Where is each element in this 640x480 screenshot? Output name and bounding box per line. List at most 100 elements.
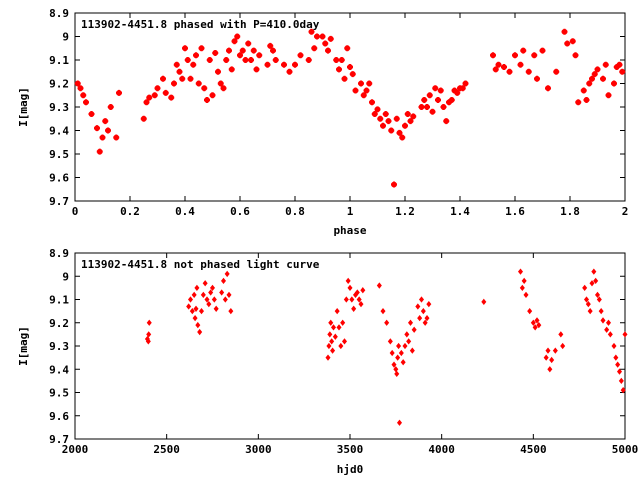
data-point bbox=[388, 127, 395, 134]
axis-ticks: 0 0.2 0.4 0.6 0.8 1 1.2 1.4 1.6 1.8 2 8.9 9 9.1 9.2 9.3… bbox=[49, 7, 628, 218]
data-point bbox=[501, 64, 507, 71]
data-point bbox=[140, 115, 147, 122]
data-point bbox=[426, 92, 433, 99]
data-point bbox=[297, 52, 304, 59]
data-point bbox=[182, 45, 188, 52]
data-point bbox=[611, 342, 617, 350]
chart-title: 113902-4451.8 phased with P=410.0day bbox=[81, 18, 320, 31]
data-point bbox=[622, 331, 628, 338]
x-tick-label: 4000 bbox=[428, 443, 455, 456]
data-point bbox=[83, 99, 89, 106]
x-tick-label: 2 bbox=[622, 205, 629, 218]
data-point bbox=[398, 349, 404, 357]
data-point bbox=[193, 52, 199, 59]
data-point bbox=[600, 317, 606, 324]
data-point bbox=[531, 52, 538, 59]
data-point bbox=[432, 85, 439, 92]
data-point bbox=[616, 368, 623, 375]
chart-title: 113902-4451.8 not phased light curve bbox=[81, 258, 320, 271]
data-point bbox=[454, 89, 461, 96]
data-point bbox=[424, 104, 430, 110]
data-point bbox=[270, 47, 276, 54]
data-point bbox=[420, 307, 426, 315]
plot-frame bbox=[74, 12, 626, 202]
data-point bbox=[105, 127, 111, 134]
data-point bbox=[96, 148, 103, 155]
data-point bbox=[322, 40, 329, 47]
data-point bbox=[347, 284, 353, 292]
data-point bbox=[224, 270, 230, 278]
data-point bbox=[545, 85, 551, 92]
data-point bbox=[344, 45, 351, 52]
data-point bbox=[213, 305, 219, 312]
data-point bbox=[176, 68, 183, 75]
data-point bbox=[589, 75, 595, 82]
data-point bbox=[393, 366, 399, 373]
data-point bbox=[319, 33, 326, 40]
data-point bbox=[527, 307, 533, 315]
y-tick-label: 9.1 bbox=[49, 54, 69, 67]
data-point bbox=[349, 296, 355, 303]
data-point bbox=[256, 52, 263, 59]
data-point bbox=[517, 268, 524, 275]
data-point bbox=[605, 319, 612, 326]
x-tick-label: 3000 bbox=[245, 443, 272, 456]
data-point bbox=[349, 71, 356, 78]
x-tick-label: 0 bbox=[72, 205, 79, 218]
data-point bbox=[325, 47, 331, 54]
x-tick-label: 0.8 bbox=[285, 205, 305, 218]
data-point bbox=[459, 85, 466, 92]
data-point bbox=[618, 377, 624, 385]
data-point bbox=[523, 291, 529, 298]
data-point bbox=[558, 331, 564, 338]
data-point bbox=[94, 125, 100, 132]
data-point bbox=[418, 296, 425, 303]
data-point bbox=[564, 40, 571, 47]
data-point bbox=[437, 87, 444, 94]
data-point bbox=[347, 64, 353, 71]
y-tick-label: 9.2 bbox=[49, 317, 69, 330]
data-point bbox=[360, 287, 366, 294]
data-point bbox=[272, 57, 279, 63]
data-point bbox=[195, 80, 202, 87]
data-point bbox=[451, 87, 458, 94]
data-point bbox=[358, 80, 364, 87]
data-point bbox=[369, 99, 375, 106]
data-point bbox=[341, 75, 348, 82]
data-point bbox=[336, 66, 342, 73]
data-point bbox=[391, 361, 397, 368]
data-point bbox=[194, 284, 200, 292]
x-tick-label: 1 bbox=[347, 205, 354, 218]
data-point bbox=[552, 347, 558, 354]
data-point bbox=[424, 314, 430, 322]
data-point bbox=[586, 80, 593, 87]
data-point bbox=[197, 328, 203, 336]
data-point bbox=[220, 85, 227, 92]
data-point bbox=[228, 66, 235, 73]
data-points bbox=[144, 268, 628, 426]
y-axis-label: I[mag] bbox=[17, 326, 30, 366]
data-point bbox=[545, 347, 551, 354]
data-point bbox=[382, 111, 389, 118]
data-point bbox=[506, 68, 513, 75]
data-point bbox=[245, 40, 252, 47]
x-tick-label: 1.4 bbox=[450, 205, 470, 218]
data-point bbox=[389, 349, 395, 357]
data-point bbox=[107, 104, 114, 110]
data-point bbox=[422, 319, 428, 326]
data-point bbox=[209, 284, 216, 292]
data-point bbox=[615, 361, 621, 368]
x-tick-label: 3500 bbox=[337, 443, 364, 456]
data-point bbox=[192, 314, 198, 322]
data-point bbox=[399, 134, 406, 141]
data-point bbox=[74, 80, 81, 87]
phased-light-curve-chart: 113902-4451.8 phased with P=410.0day pha… bbox=[17, 7, 628, 237]
data-point bbox=[248, 57, 254, 63]
data-point bbox=[406, 338, 412, 345]
data-point bbox=[619, 68, 626, 75]
data-point bbox=[495, 61, 502, 68]
data-point bbox=[440, 104, 447, 110]
data-point bbox=[219, 289, 225, 296]
data-point bbox=[611, 80, 617, 87]
y-tick-label: 9.5 bbox=[49, 148, 69, 161]
